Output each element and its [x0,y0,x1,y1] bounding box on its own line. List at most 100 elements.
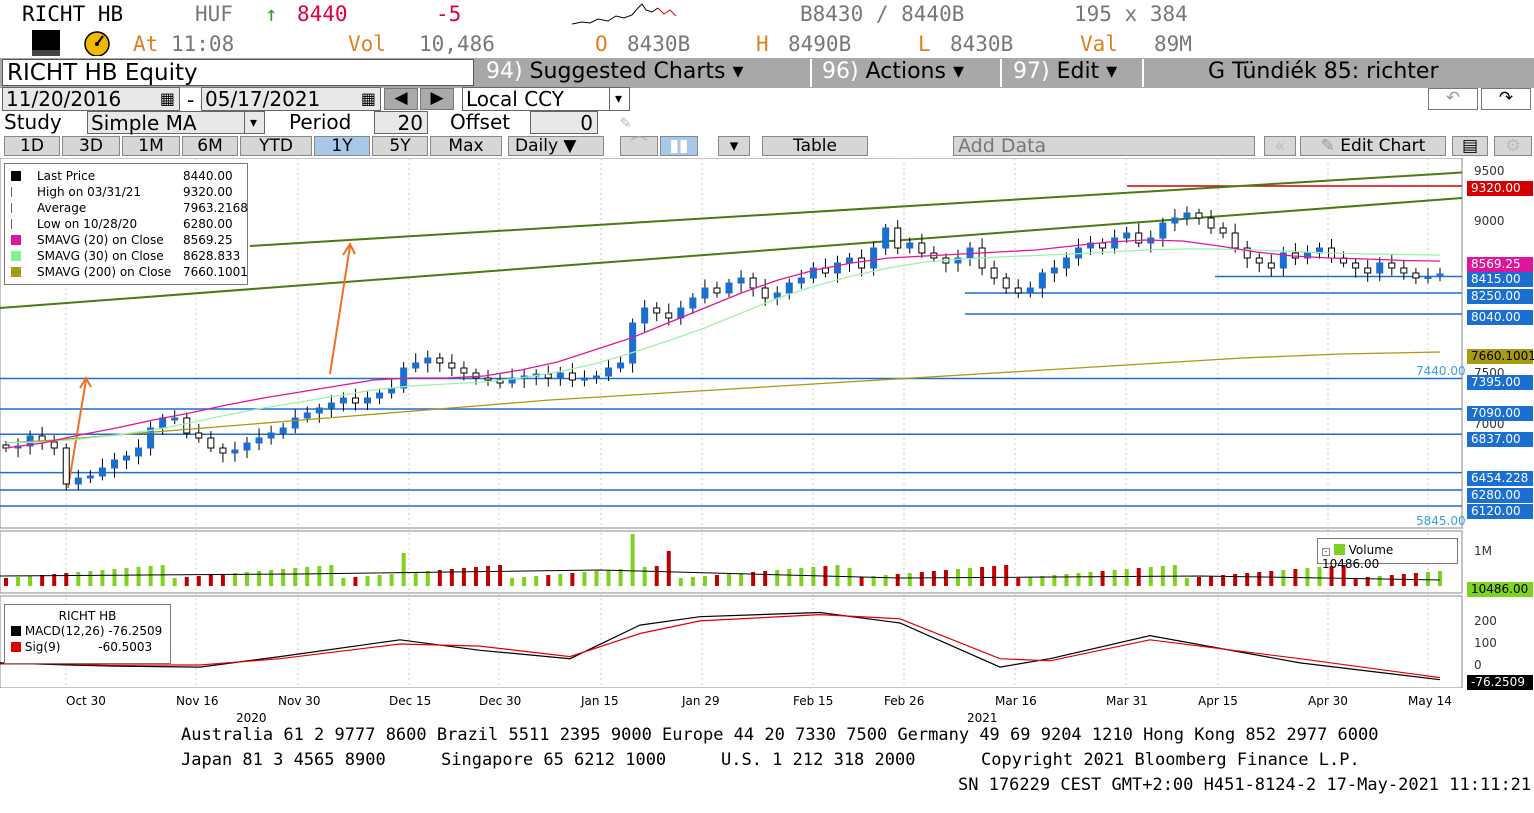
x-axis-label: May 14 [1408,694,1452,708]
prev-period-button[interactable]: ◀ [384,88,418,110]
candle [918,242,926,254]
candle [1026,287,1034,294]
candle [1352,262,1360,269]
candle [809,267,817,279]
undo-button[interactable]: ↶ [1428,88,1478,110]
candle [484,377,492,381]
line-chart-icon[interactable]: ⌒ [620,136,658,156]
footer-singapore: Singapore 65 6212 1000 [441,750,667,770]
volume-bar [763,571,768,586]
price-tag: 6454.228 [1467,471,1533,486]
candle [1255,257,1263,264]
candle [785,282,793,294]
volume-label: Vol [348,32,386,56]
edit-chart-button[interactable]: ✎ Edit Chart [1300,136,1446,156]
start-date-field[interactable]: 11/20/2016 ▦ [2,87,180,111]
pencil-icon[interactable]: ✎ [620,112,631,133]
edit-menu[interactable]: 97) Edit ▾ [1013,59,1118,87]
volume-avg-line [0,569,1441,581]
volume-bar [425,571,430,586]
calendar-icon[interactable]: ▦ [360,89,376,108]
tab-1y[interactable]: 1Y [314,136,370,156]
x-axis-label: Mar 16 [995,694,1037,708]
security-field[interactable]: RICHT HB Equity [2,59,474,86]
volume-bar [1124,569,1129,586]
candle [351,397,359,404]
gear-icon[interactable]: ⚙ [1494,136,1532,156]
legend-swatch [11,251,21,261]
volume-bar [871,576,876,586]
candle [629,322,637,364]
volume-bar [968,568,973,586]
price-chart[interactable] [0,158,1534,688]
volume-bar [835,565,840,586]
calendar-icon[interactable]: ▦ [159,89,175,108]
volume-bar [40,575,45,586]
bid-ask: B8430 / 8440B [800,2,965,26]
candle [315,407,323,414]
axis-label: 9000 [1474,214,1505,228]
table-button[interactable]: Table [762,136,868,156]
tab-5y[interactable]: 5Y [372,136,428,156]
volume-bar [1365,577,1370,586]
volume-bar [136,567,141,586]
volume-bar [449,569,454,586]
candle [1207,217,1215,229]
tab-1d[interactable]: 1D [4,136,60,156]
tab-max[interactable]: Max [430,136,502,156]
macd-panel-frame [0,595,1463,688]
add-data-input[interactable]: Add Data [953,136,1255,156]
tab-ytd[interactable]: YTD [240,136,312,156]
volume-bar [630,534,635,586]
trend-line [0,197,1463,309]
gauge-icon[interactable] [83,30,111,56]
tab-6m[interactable]: 6M [182,136,238,156]
candle [1123,232,1131,239]
candle-chart-icon[interactable]: ▮▮ [660,136,698,156]
candle [339,397,347,404]
x-axis-label: Mar 31 [1106,694,1148,708]
x-axis-label: Oct 30 [66,694,106,708]
collapse-icon[interactable]: « [1264,136,1296,156]
candle [1002,277,1010,289]
volume-bar [317,566,322,586]
volume-bar [232,573,237,586]
volume-bar [172,578,177,586]
volume-bar [1317,567,1322,586]
sma20-line [5,239,1441,449]
tab-3d[interactable]: 3D [62,136,120,156]
legend-swatch [11,171,21,181]
volume-bar [739,573,744,586]
study-select[interactable]: Simple MA ▾ [87,111,265,134]
chart-settings-icon[interactable]: ▤ [1452,136,1488,156]
footer-us: U.S. 1 212 318 2000 [721,750,916,770]
legend-label: SMAVG (200) on Close [37,265,172,279]
actions-menu[interactable]: 96) Actions ▾ [822,59,964,87]
volume-bar [775,570,780,586]
frequency-select[interactable]: Daily ▼ [508,136,604,156]
user-label: G Tündiék 85: richter [1208,59,1439,87]
candle [364,397,372,404]
volume-bar [618,569,623,586]
faint-level-label: 7440.00 [1416,364,1466,378]
candle [568,372,576,381]
candle [1376,262,1384,274]
period-input[interactable]: 20 [374,111,428,134]
tab-1m[interactable]: 1M [122,136,180,156]
candle [1267,262,1275,269]
currency-select[interactable]: Local CCY ▾ [462,87,630,111]
chart-type-dropdown[interactable]: ▾ [718,136,750,156]
candle [1364,267,1372,274]
volume-bar [1305,568,1310,586]
redo-button[interactable]: ↷ [1481,88,1531,110]
offset-input[interactable]: 0 [530,111,598,134]
volume-bar [931,571,936,586]
volume-bar [1112,570,1117,586]
legend-label: SMAVG (30) on Close [37,249,164,263]
end-date-field[interactable]: 05/17/2021 ▦ [201,87,381,111]
volume-bar [389,574,394,586]
suggested-charts-menu[interactable]: 94) Suggested Charts ▾ [486,59,744,87]
legend-label: SMAVG (20) on Close [37,233,164,247]
high-label: H [756,32,769,56]
next-period-button[interactable]: ▶ [420,88,454,110]
